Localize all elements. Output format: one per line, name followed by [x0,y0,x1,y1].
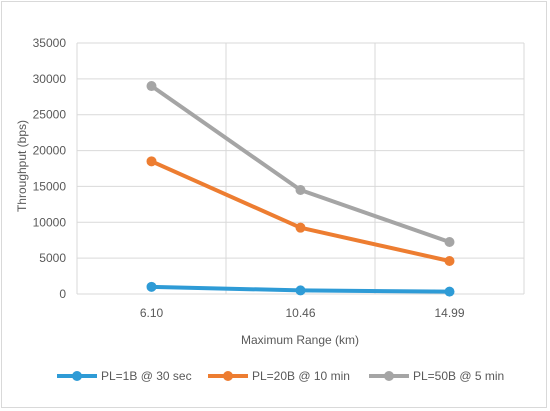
data-point [444,237,455,248]
y-tick-label: 25000 [33,108,67,122]
grid [76,42,525,295]
y-tick-label: 5000 [39,251,66,265]
y-tick-label: 0 [59,287,66,301]
x-tick-label: 6.10 [140,306,164,320]
data-point [444,256,455,267]
data-point [295,185,306,196]
y-tick-label: 30000 [33,72,67,86]
data-point [295,222,306,233]
legend-item-3: PL=50B @ 5 min [369,369,504,383]
data-point [146,281,157,292]
legend-swatch-marker [223,371,233,381]
legend-label: PL=1B @ 30 sec [101,369,192,383]
legend-swatch-marker [384,371,394,381]
data-point [295,285,306,296]
y-tick-label: 10000 [33,215,67,229]
y-axis-ticks: 0 5000 10000 15000 20000 25000 30000 35000 [33,36,67,301]
y-tick-label: 20000 [33,144,67,158]
y-tick-label: 35000 [33,36,67,50]
legend-item-2: PL=20B @ 10 min [208,369,350,383]
data-point [146,81,157,92]
legend-item-1: PL=1B @ 30 sec [57,369,192,383]
data-point [146,156,157,167]
data-point [444,286,455,297]
y-axis-title: Throughput (bps) [15,120,29,212]
legend: PL=1B @ 30 sec PL=20B @ 10 min PL=50B @ 5 … [57,369,504,383]
legend-label: PL=50B @ 5 min [413,369,504,383]
x-axis-ticks: 6.10 10.46 14.99 [140,306,465,320]
x-tick-label: 10.46 [285,306,315,320]
series-group [146,81,455,297]
series-line-3 [149,84,452,245]
y-tick-label: 15000 [33,179,67,193]
legend-swatch-marker [72,371,82,381]
series-line-2 [149,159,452,264]
legend-label: PL=20B @ 10 min [252,369,350,383]
x-tick-label: 14.99 [434,306,464,320]
x-axis-title: Maximum Range (km) [241,333,359,347]
